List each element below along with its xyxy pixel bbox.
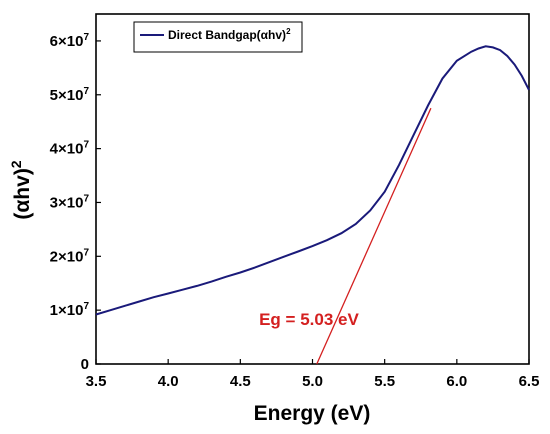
tangent-fit-line	[316, 107, 432, 365]
x-tick-label: 3.5	[86, 373, 107, 390]
y-tick-label: 5×107	[50, 86, 90, 104]
legend-box	[133, 21, 303, 53]
y-axis-title: (αhv)2	[8, 160, 34, 219]
x-tick-label: 6.5	[519, 373, 540, 390]
x-tick-label: 4.5	[230, 373, 251, 390]
y-tick-label: 3×107	[50, 193, 90, 211]
series-line-direct-bandgap	[95, 45, 530, 316]
x-tick-label: 6.0	[446, 373, 467, 390]
y-tick-label: 6×107	[50, 32, 90, 50]
y-tick-label: 0	[81, 356, 89, 373]
x-tick-label: 4.0	[158, 373, 179, 390]
bandgap-annotation: Eg = 5.03 eV	[259, 310, 359, 329]
x-tick-label: 5.0	[302, 373, 323, 390]
y-tick-label: 1×107	[50, 301, 90, 319]
legend-label: Direct Bandgap(αhv)2	[168, 27, 291, 42]
y-tick-label: 2×107	[50, 247, 90, 265]
y-tick-label: 4×107	[50, 140, 90, 158]
legend: Direct Bandgap(αhv)2	[133, 21, 303, 53]
y-axis-ticks: 0 1×107 2×107 3×107 4×107 5×107 6×107	[50, 32, 101, 373]
x-axis-title: Energy (eV)	[254, 402, 371, 425]
x-axis-ticks: 3.5 4.0 4.5 5.0 5.5 6.0 6.5	[86, 359, 540, 390]
x-tick-label: 5.5	[374, 373, 395, 390]
